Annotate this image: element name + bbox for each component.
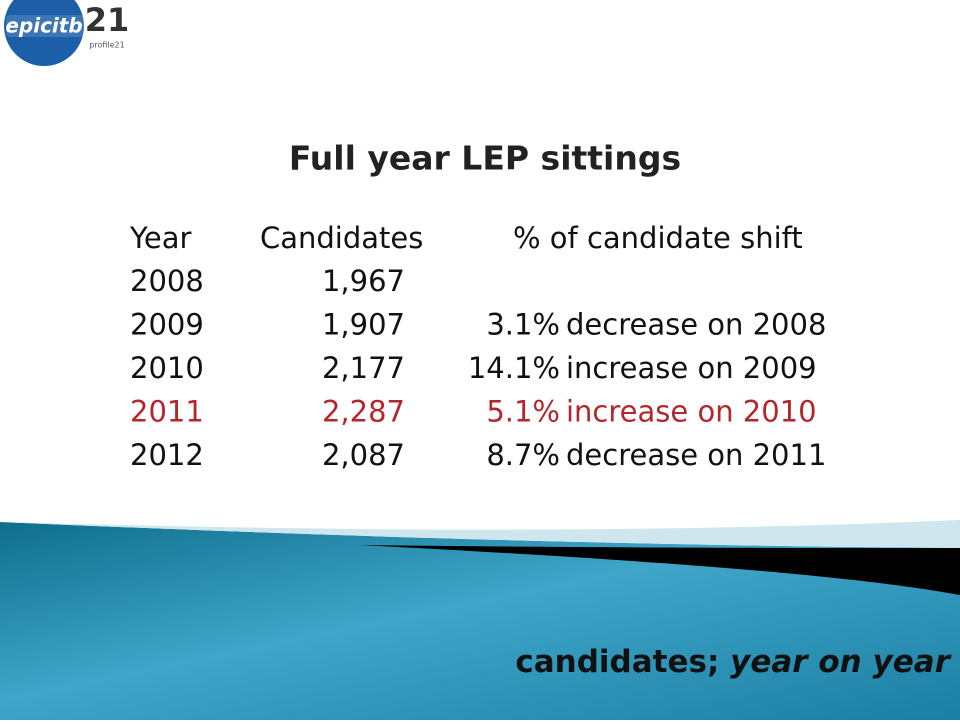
logo-circle bbox=[4, 0, 84, 66]
black-band bbox=[360, 545, 960, 595]
light-band bbox=[0, 520, 960, 548]
table-cell: 1,967 bbox=[322, 264, 405, 298]
table-cell: 3.1% bbox=[486, 308, 560, 342]
table-cell: 5.1% bbox=[486, 395, 560, 429]
table-cell: decrease on 2008 bbox=[566, 308, 826, 342]
table-header: Candidates bbox=[260, 221, 423, 255]
table-cell: 2010 bbox=[130, 351, 204, 385]
table-cell: 14.1% bbox=[468, 351, 560, 385]
logo-band bbox=[6, 15, 86, 37]
table-cell: increase on 2010 bbox=[566, 395, 817, 429]
table-cell: 2012 bbox=[130, 438, 204, 472]
logo-caption: profile21 bbox=[89, 41, 124, 50]
table-cell: decrease on 2011 bbox=[566, 438, 826, 472]
table-header: Year bbox=[129, 221, 191, 255]
table-cell: 1,907 bbox=[322, 308, 405, 342]
table-cell: 2,177 bbox=[322, 351, 405, 385]
table-cell: 2,087 bbox=[322, 438, 405, 472]
table-header: % of candidate shift bbox=[513, 221, 803, 255]
logo-text: epicitb bbox=[5, 14, 82, 38]
table-cell: 8.7% bbox=[486, 438, 560, 472]
table-cell: 2009 bbox=[130, 308, 204, 342]
footer: candidates; year on year bbox=[515, 644, 951, 680]
table-cell: 2008 bbox=[130, 264, 204, 298]
title: Full year LEP sittings bbox=[289, 139, 681, 178]
logo-mark: 21 bbox=[85, 1, 130, 39]
table-cell: increase on 2009 bbox=[566, 351, 817, 385]
footer-italic: year on year bbox=[730, 644, 952, 680]
table-cell: 2,287 bbox=[322, 395, 405, 429]
table-cell: 2011 bbox=[130, 395, 204, 429]
swoosh bbox=[0, 522, 960, 720]
footer-text: candidates; bbox=[515, 644, 719, 680]
